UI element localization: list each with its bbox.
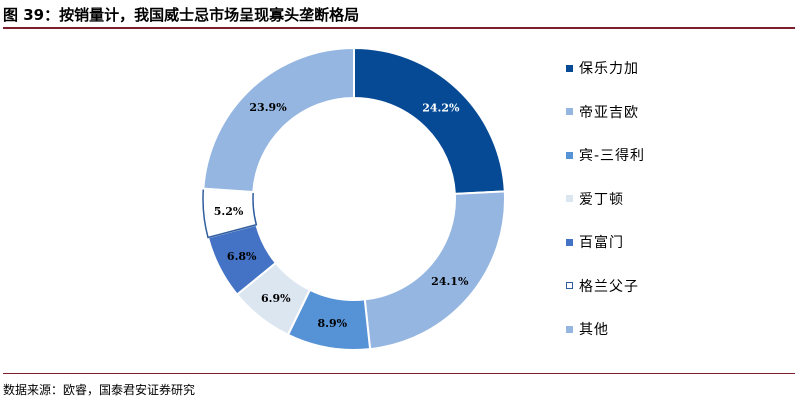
data-label: 5.2% [214, 205, 244, 218]
legend-item: 宾-三得利 [566, 145, 645, 165]
legend-swatch [566, 282, 573, 289]
legend-label: 其他 [579, 322, 609, 338]
legend-label: 爱丁顿 [579, 191, 624, 208]
legend-swatch [566, 64, 573, 72]
legend-label: 保乐力加 [579, 61, 639, 77]
donut-slice [202, 46, 355, 194]
source-note: 数据来源：欧睿，国泰君安证券研究 [3, 383, 196, 397]
data-label: 6.9% [261, 292, 291, 305]
legend-item: 其他 [566, 319, 609, 339]
legend-item: 保乐力加 [566, 58, 639, 78]
legend-swatch [566, 325, 573, 333]
title-rule [3, 27, 795, 29]
legend-swatch [566, 108, 573, 115]
legend-item: 爱丁顿 [566, 189, 624, 209]
donut-slice [363, 190, 506, 351]
legend-label: 格兰父子 [579, 278, 639, 295]
data-label: 23.9% [249, 101, 287, 114]
legend-swatch [566, 238, 573, 246]
legend-label: 宾-三得利 [579, 148, 646, 164]
legend-label: 百富门 [579, 235, 624, 251]
legend-label: 帝亚吉欧 [579, 104, 639, 121]
legend-item: 帝亚吉欧 [566, 102, 639, 122]
source-rule [3, 373, 795, 374]
legend-item: 格兰父子 [566, 276, 639, 296]
legend-item: 百富门 [566, 232, 624, 252]
legend-swatch [566, 195, 573, 202]
donut-slice [353, 46, 506, 195]
figure-title: 图 39：按销量计，我国威士忌市场呈现寡头垄断格局 [3, 6, 360, 24]
data-label: 6.8% [227, 250, 257, 263]
data-label: 24.2% [422, 102, 460, 115]
legend-swatch [566, 151, 573, 159]
data-label: 24.1% [431, 275, 469, 288]
data-label: 8.9% [318, 317, 348, 330]
